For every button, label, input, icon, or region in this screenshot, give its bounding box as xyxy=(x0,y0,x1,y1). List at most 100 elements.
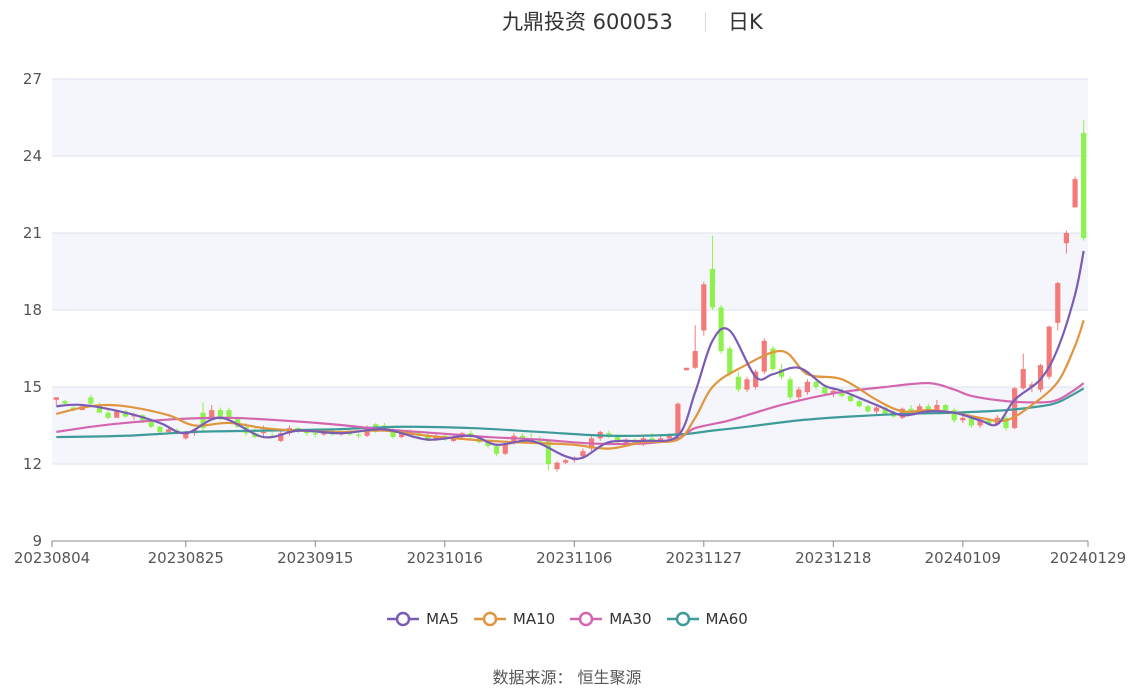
candle-body xyxy=(53,397,59,400)
candle xyxy=(813,379,819,390)
y-tick-label: 21 xyxy=(23,224,42,242)
data-source: 数据来源： 恒生聚源 xyxy=(492,668,642,687)
candle-body xyxy=(614,437,621,443)
candle xyxy=(804,379,811,395)
candle-body xyxy=(787,379,793,398)
candle-body xyxy=(62,401,68,404)
candle xyxy=(554,461,560,472)
grid-band xyxy=(52,79,1088,156)
x-tick-label: 20230825 xyxy=(148,549,224,567)
candle-body xyxy=(813,381,819,387)
candle xyxy=(709,235,716,310)
candle-body xyxy=(735,376,741,390)
candle-body xyxy=(580,451,586,457)
candle-body xyxy=(390,429,396,438)
candle-body xyxy=(217,410,223,420)
candle-body xyxy=(1063,233,1070,244)
x-tick-label: 20231016 xyxy=(407,549,483,567)
candle-body xyxy=(545,440,552,464)
candle-body xyxy=(830,390,836,394)
x-tick-label: 20230915 xyxy=(277,549,353,567)
x-tick-label: 20240109 xyxy=(925,549,1001,567)
candle xyxy=(545,439,552,471)
candle xyxy=(683,367,690,371)
candle-body xyxy=(304,431,310,434)
candle xyxy=(865,404,871,413)
candle-body xyxy=(839,390,845,396)
candle-body xyxy=(1012,388,1018,429)
y-tick-label: 12 xyxy=(23,455,42,473)
y-tick-label: 18 xyxy=(23,301,42,319)
x-tick-label: 20231127 xyxy=(666,549,742,567)
candle-body xyxy=(873,407,880,412)
candle xyxy=(1063,230,1070,254)
legend-item-ma5[interactable]: MA5 xyxy=(386,610,459,628)
candle-body xyxy=(1037,365,1044,390)
candle-body xyxy=(260,431,267,434)
candle xyxy=(770,345,776,372)
candle xyxy=(1055,281,1061,331)
candle-body xyxy=(494,446,500,454)
candle-body xyxy=(96,404,103,413)
candle-body xyxy=(856,401,862,407)
candle-body xyxy=(925,406,931,411)
candle-body xyxy=(917,406,923,412)
candle xyxy=(1046,325,1052,380)
candle-body xyxy=(649,438,655,441)
candle-body xyxy=(1081,132,1087,239)
candle xyxy=(157,425,163,434)
candle-body xyxy=(968,417,975,426)
candle-body xyxy=(951,410,957,421)
candle-body xyxy=(537,440,543,443)
grid-band xyxy=(52,233,1088,310)
chart-subtitle: 日K xyxy=(728,10,763,34)
candle-body xyxy=(200,412,206,429)
legend-marker-icon xyxy=(473,611,506,627)
legend-item-ma60[interactable]: MA60 xyxy=(666,610,748,628)
candle-body xyxy=(563,460,569,463)
candle-body xyxy=(511,435,517,444)
candle xyxy=(856,398,862,408)
legend-marker-icon xyxy=(387,611,420,627)
candle-body xyxy=(278,433,284,441)
candle-body xyxy=(882,407,888,414)
candle-body xyxy=(744,379,750,390)
candle-body xyxy=(865,406,871,412)
candle xyxy=(1020,353,1026,390)
candle-body xyxy=(804,381,811,393)
candle-body xyxy=(485,442,491,447)
legend-item-ma10[interactable]: MA10 xyxy=(473,610,555,628)
candle-body xyxy=(157,426,163,432)
candle-body xyxy=(399,431,405,438)
candle xyxy=(727,345,733,377)
candle-body xyxy=(666,434,672,439)
candle-body xyxy=(1046,326,1052,377)
legend-label: MA60 xyxy=(705,610,748,628)
candle xyxy=(934,399,940,412)
candle-body xyxy=(977,420,983,426)
candle xyxy=(1003,415,1009,431)
candle-body xyxy=(960,417,966,421)
legend-marker-icon xyxy=(666,611,699,627)
chart-header: 九鼎投资 600053 日K xyxy=(0,6,1134,38)
candle xyxy=(88,394,94,405)
candle xyxy=(701,281,707,336)
candle xyxy=(744,376,750,393)
legend-item-ma30[interactable]: MA30 xyxy=(569,610,652,628)
candle-body xyxy=(424,435,431,440)
x-tick-label: 20231218 xyxy=(795,549,871,567)
candle xyxy=(675,402,681,436)
candle-body xyxy=(658,438,664,441)
legend-marker-icon xyxy=(570,611,603,627)
candle-body xyxy=(226,410,232,418)
candle-body xyxy=(554,462,560,470)
candle-body xyxy=(822,387,828,394)
candle xyxy=(563,458,569,464)
candle-body xyxy=(183,433,189,439)
candle-body xyxy=(165,429,172,432)
candle-body xyxy=(770,348,776,370)
candle-body xyxy=(209,410,215,418)
candle xyxy=(53,397,59,405)
x-tick-label: 20230804 xyxy=(14,549,90,567)
candle xyxy=(787,376,793,400)
